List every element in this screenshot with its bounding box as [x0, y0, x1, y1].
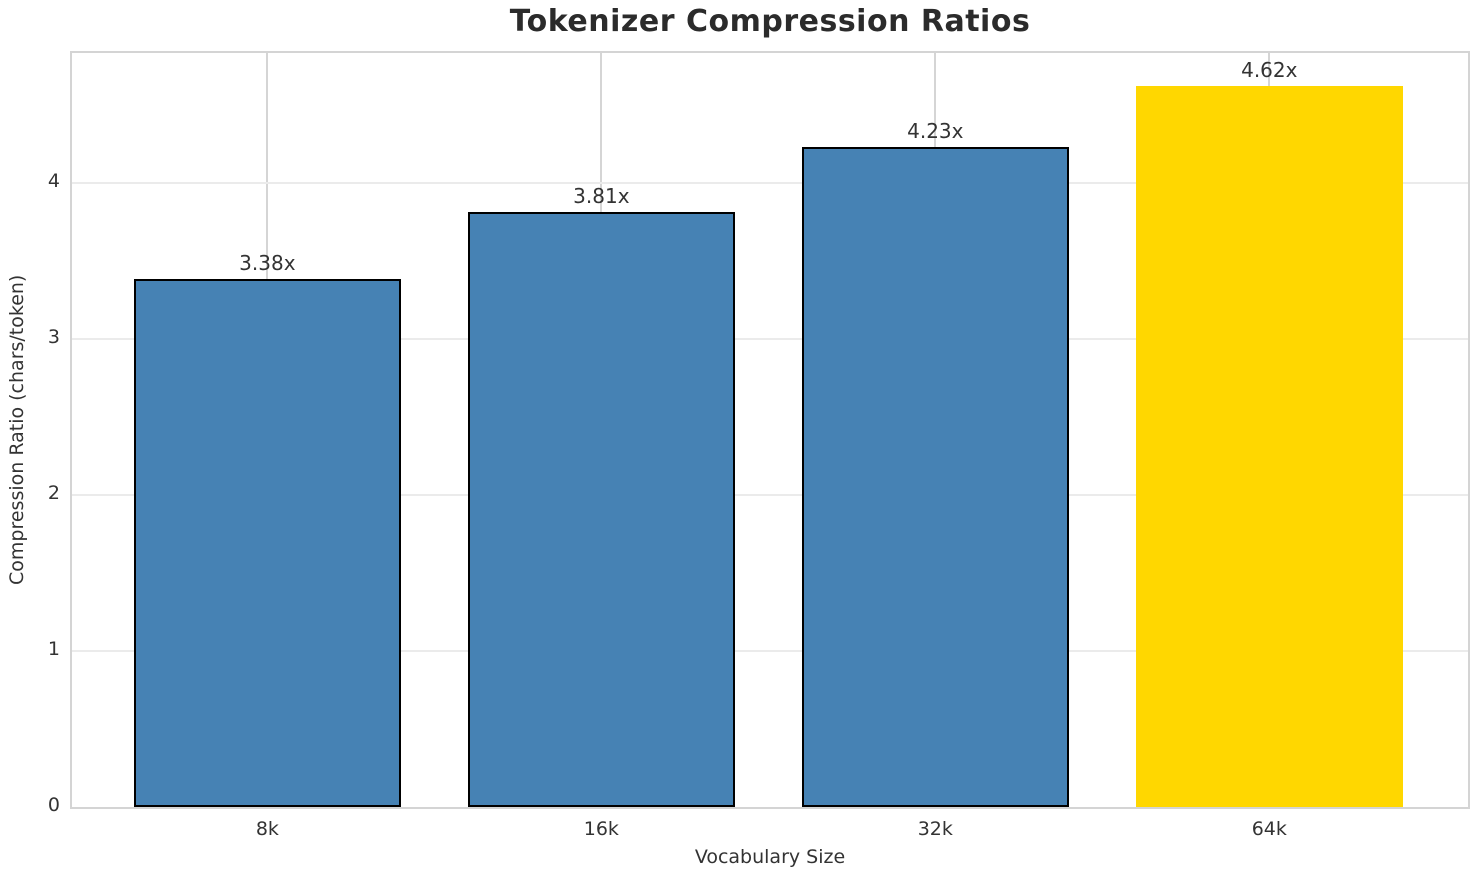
plot-area: 3.38x 3.81x 4.23x 4.62x — [72, 53, 1468, 807]
y-tick-4: 4 — [47, 169, 60, 192]
bar-value-label-64k: 4.62x — [1241, 57, 1298, 82]
y-tick-0: 0 — [47, 794, 60, 816]
x-axis-label: Vocabulary Size — [694, 846, 846, 868]
gridline-y-1 — [72, 649, 1468, 652]
gridline-y-4 — [72, 181, 1468, 184]
bar-32k — [801, 146, 1069, 807]
y-tick-2: 2 — [47, 481, 60, 504]
gridline-y-3 — [72, 337, 1468, 340]
y-axis-label: Compression Ratio (chars/token) — [6, 274, 28, 586]
x-tick-32k: 32k — [917, 818, 953, 840]
x-tick-8k: 8k — [255, 818, 279, 840]
chart-title: Tokenizer Compression Ratios — [509, 4, 1031, 39]
bar-64k — [1135, 85, 1403, 807]
bar-8k — [133, 279, 401, 807]
x-tick-16k: 16k — [583, 818, 619, 840]
y-tick-1: 1 — [47, 637, 60, 660]
gridline-y-2 — [72, 493, 1468, 496]
bar-value-label-8k: 3.38x — [239, 251, 296, 276]
bar-value-label-16k: 3.81x — [573, 184, 630, 209]
x-tick-64k: 64k — [1251, 818, 1287, 840]
bar-value-label-32k: 4.23x — [907, 118, 964, 143]
y-tick-3: 3 — [47, 325, 60, 348]
bar-16k — [467, 212, 735, 807]
